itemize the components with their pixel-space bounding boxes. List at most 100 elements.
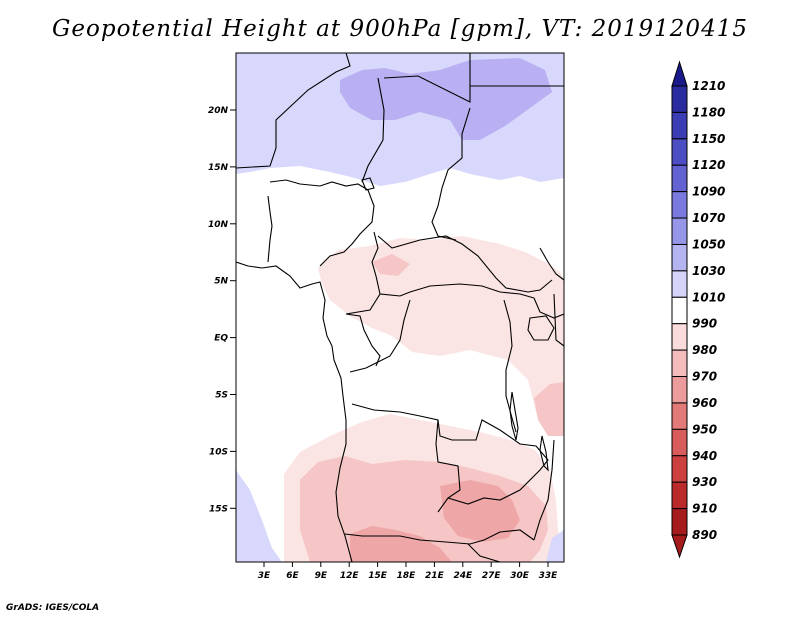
lon-label: 6E xyxy=(286,571,299,581)
border-cameroon xyxy=(345,231,381,315)
colorbar-label: 980 xyxy=(692,343,717,357)
lake-tanganyika xyxy=(509,391,519,441)
lon-label: 9E xyxy=(315,571,328,581)
border-niger-chad xyxy=(361,77,385,183)
border-chad-car xyxy=(377,235,553,293)
lake-malawi xyxy=(539,435,549,472)
colorbar-swatch xyxy=(671,191,688,219)
colorbar-label: 970 xyxy=(692,370,717,384)
field-pink-dark-southwest xyxy=(350,526,452,562)
lake-chad xyxy=(361,177,375,191)
colorbar-swatch xyxy=(671,481,688,510)
border-uganda-kenya xyxy=(553,293,564,347)
field-pink-mid-east xyxy=(534,382,564,436)
lon-label: 21E xyxy=(425,571,445,581)
east-africa-coastline xyxy=(539,247,564,281)
border-chad-sudan xyxy=(431,107,471,241)
lat-label: 10S xyxy=(209,447,228,457)
lon-label: 15E xyxy=(368,571,388,581)
lake-victoria xyxy=(527,315,555,341)
lat-label: EQ xyxy=(214,334,228,344)
lon-label: 12E xyxy=(340,571,360,581)
grads-credit: GrADS: IGES/COLA xyxy=(6,603,100,613)
border-east-africa xyxy=(533,297,564,319)
map-frame xyxy=(235,52,565,563)
field-pink-mid-central xyxy=(372,254,410,276)
field-pink-dark-south xyxy=(440,480,520,542)
colorbar-label: 1030 xyxy=(692,264,725,278)
colorbar-swatch xyxy=(671,349,688,378)
border-zimbabwe xyxy=(467,543,501,562)
colorbar-swatch xyxy=(671,85,688,113)
colorbar-label: 1210 xyxy=(692,79,725,93)
lon-label: 33E xyxy=(539,571,559,581)
colorbar-label: 950 xyxy=(692,422,717,436)
colorbar-label: 910 xyxy=(692,502,717,516)
colorbar-swatch xyxy=(671,376,688,404)
lat-label: 20N xyxy=(208,106,229,116)
lat-label: 15S xyxy=(209,504,228,514)
colorbar-swatch xyxy=(671,508,688,536)
lon-label: 3E xyxy=(258,571,271,581)
colorbar-label: 890 xyxy=(692,528,717,542)
border-zambia xyxy=(447,429,549,505)
colorbar: 1210 1180 1150 1120 1090 1070 1050 1030 1010 990 9… xyxy=(671,60,725,559)
lon-label: 24E xyxy=(453,571,473,581)
colorbar-label: 930 xyxy=(692,475,717,489)
height-field xyxy=(236,53,564,562)
colorbar-swatch xyxy=(671,402,688,430)
colorbar-label: 1180 xyxy=(692,105,725,119)
field-blue-light-northwest xyxy=(296,53,330,70)
colorbar-swatch xyxy=(671,296,688,325)
colorbar-label: 1120 xyxy=(692,158,725,172)
colorbar-label: 960 xyxy=(692,396,717,410)
lat-label: 10N xyxy=(208,220,229,230)
field-blue-mid-north xyxy=(340,58,552,140)
colorbar-label: 1090 xyxy=(692,185,725,199)
border-namibia xyxy=(344,529,535,545)
border-drc-east xyxy=(503,299,517,433)
lon-label: 30E xyxy=(510,571,530,581)
field-blue-light-southwest xyxy=(236,470,282,562)
colorbar-swatch xyxy=(671,164,688,193)
colorbar-label: 1150 xyxy=(692,132,725,146)
lat-label: 5N xyxy=(214,277,228,287)
colorbar-swatch xyxy=(671,428,688,457)
border-sahara-west xyxy=(236,53,351,169)
figure-title: Geopotential Height at 900hPa [gpm], VT:… xyxy=(52,16,748,42)
lat-label: 15N xyxy=(208,163,229,173)
colorbar-label: 1010 xyxy=(692,290,725,304)
border-car-drc xyxy=(379,283,535,299)
colorbar-label: 1070 xyxy=(692,211,725,225)
colorbar-swatch xyxy=(671,323,688,351)
latitude-ticks xyxy=(230,109,236,509)
longitude-labels: 3E 6E 9E 12E 15E 18E 21E 24E 27E 30E 33E xyxy=(258,571,558,581)
lat-label: 5S xyxy=(215,391,228,401)
latitude-labels: 20N 15N 10N 5N EQ 5S 10S 15S xyxy=(208,106,229,514)
colorbar-swatch xyxy=(671,270,688,298)
colorbar-label: 940 xyxy=(692,449,717,463)
border-angola-drc xyxy=(351,403,501,441)
colorbar-label: 990 xyxy=(692,317,717,331)
colorbar-top-arrow xyxy=(671,60,688,87)
colorbar-swatch xyxy=(671,455,688,483)
colorbar-swatch xyxy=(671,111,688,140)
border-congo xyxy=(345,313,381,367)
border-mozambique xyxy=(533,439,555,541)
colorbar-bottom-arrow xyxy=(671,534,688,559)
border-benin xyxy=(267,195,273,263)
west-africa-coastline xyxy=(236,261,353,562)
lon-label: 27E xyxy=(482,571,502,581)
colorbar-swatch xyxy=(671,243,688,272)
colorbar-swatch xyxy=(671,217,688,245)
border-drc-west xyxy=(349,299,411,373)
border-libya-chad xyxy=(383,53,471,103)
lon-label: 18E xyxy=(397,571,417,581)
longitude-ticks xyxy=(263,562,549,567)
colorbar-swatch xyxy=(671,138,688,166)
coastlines-and-borders xyxy=(236,53,564,562)
colorbar-label: 1050 xyxy=(692,237,725,251)
field-blue-light-southeast xyxy=(546,530,564,562)
